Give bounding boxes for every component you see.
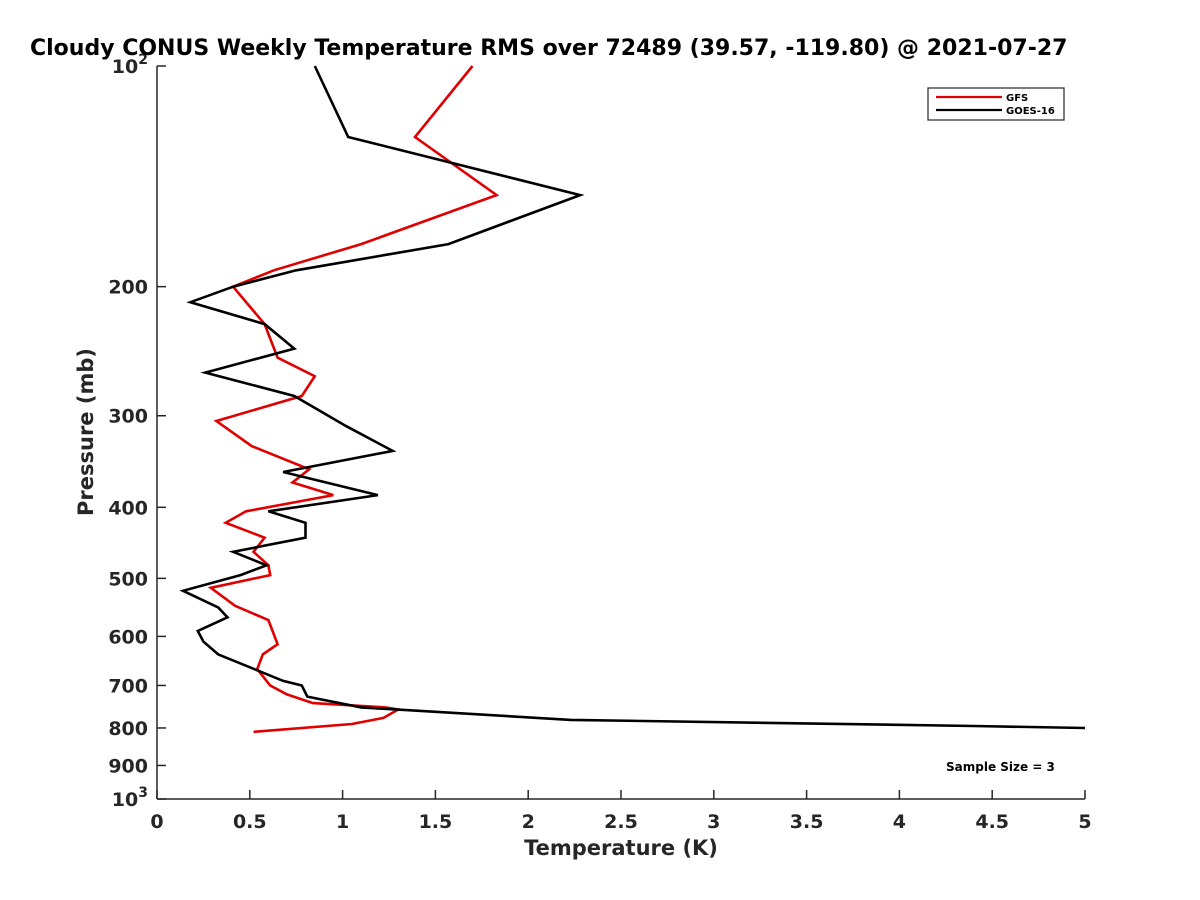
y-tick-label: 300: [108, 406, 148, 428]
legend-label-gfs: GFS: [1006, 93, 1028, 104]
y-tick-label: 200: [108, 277, 148, 299]
legend-label-goes16: GOES-16: [1006, 106, 1055, 117]
series-line-gfs: [207, 65, 500, 734]
x-tick-label: 0: [150, 811, 163, 833]
chart-title: Cloudy CONUS Weekly Temperature RMS over…: [30, 36, 1067, 61]
x-tick-label: 5: [1078, 811, 1091, 833]
series-line-goes16: [179, 65, 1086, 730]
y-tick-label: 900: [108, 755, 148, 777]
x-tick-label: 4.5: [975, 811, 1009, 833]
y-tick-label: 800: [108, 718, 148, 740]
x-tick-label: 3.5: [790, 811, 824, 833]
legend-box: [927, 87, 1065, 121]
y-axis-title: Pressure (mb): [74, 348, 98, 516]
x-tick-label: 1: [336, 811, 349, 833]
x-tick-label: 2: [522, 811, 535, 833]
x-tick-label: 2.5: [604, 811, 638, 833]
y-tick-label: 102: [112, 52, 148, 78]
x-tick-label: 1.5: [419, 811, 453, 833]
y-tick-label: 500: [108, 568, 148, 590]
y-tick-label: 700: [108, 675, 148, 697]
x-axis-title: Temperature (K): [524, 836, 718, 860]
sample-size-note: Sample Size = 3: [946, 760, 1055, 774]
y-tick-label: 600: [108, 626, 148, 648]
x-tick-label: 0.5: [233, 811, 267, 833]
y-tick-label: 103: [112, 785, 148, 811]
x-tick-label: 3: [707, 811, 720, 833]
y-tick-label: 400: [108, 497, 148, 519]
x-tick-label: 4: [893, 811, 906, 833]
legend: GFS GOES-16: [927, 87, 1065, 121]
